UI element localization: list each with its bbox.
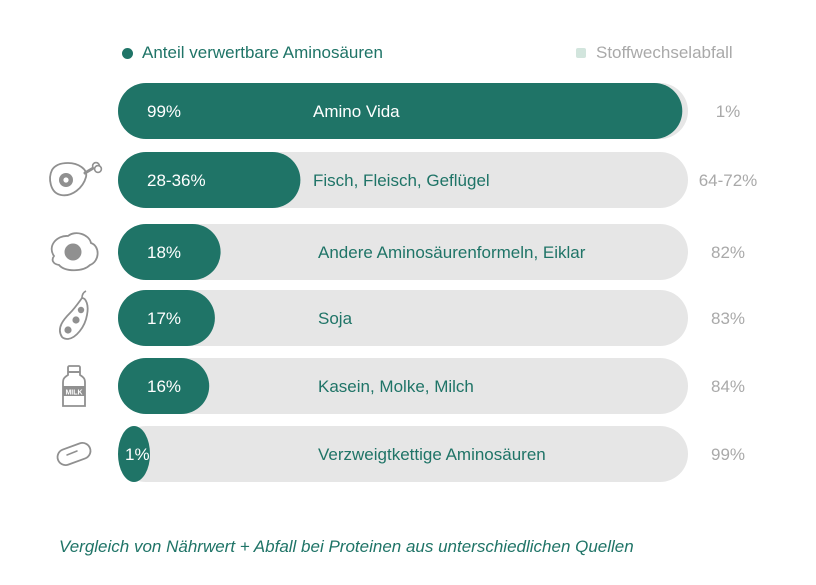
usable-value-label: 1% <box>125 445 150 464</box>
waste-value-label: 64-72% <box>699 171 758 190</box>
usable-value-label: 17% <box>147 309 181 328</box>
milk-bottle-icon: MILK <box>62 365 86 407</box>
legend-swatch-waste <box>576 48 586 58</box>
usable-value-label: 99% <box>147 102 181 121</box>
category-label: Andere Aminosäurenformeln, Eiklar <box>318 243 586 262</box>
category-label: Verzweigtkettige Aminosäuren <box>318 445 546 464</box>
category-label: Amino Vida <box>313 102 400 121</box>
category-label: Soja <box>318 309 353 328</box>
fried-egg-icon <box>50 232 99 272</box>
waste-value-label: 82% <box>711 243 745 262</box>
chart-caption: Vergleich von Nährwert + Abfall bei Prot… <box>59 537 634 556</box>
waste-value-label: 99% <box>711 445 745 464</box>
waste-bar-track <box>118 290 688 346</box>
usable-value-label: 18% <box>147 243 181 262</box>
usable-value-label: 28-36% <box>147 171 206 190</box>
waste-value-label: 84% <box>711 377 745 396</box>
legend-label-usable: Anteil verwertbare Aminosäuren <box>142 43 383 62</box>
usable-bar <box>118 426 150 482</box>
waste-bar-track <box>118 224 688 280</box>
legend-swatch-usable <box>122 47 133 59</box>
svg-text:MILK: MILK <box>65 390 82 397</box>
waste-bar-track <box>118 426 688 482</box>
capsule-icon <box>56 442 92 466</box>
usable-bar <box>118 224 221 280</box>
usable-bar <box>118 290 215 346</box>
category-label: Kasein, Molke, Milch <box>318 377 474 396</box>
ham-leg-icon <box>49 161 103 197</box>
usable-bar <box>118 83 683 139</box>
legend-item-waste: Stoffwechselabfall <box>576 41 733 65</box>
usable-bar <box>118 152 301 208</box>
soybean-pod-icon <box>58 290 89 340</box>
category-label: Fisch, Fleisch, Geflügel <box>313 171 490 190</box>
waste-bar-track <box>118 358 688 414</box>
usable-value-label: 16% <box>147 377 181 396</box>
legend-item-usable: Anteil verwertbare Aminosäuren <box>122 41 383 65</box>
legend-label-waste: Stoffwechselabfall <box>596 43 733 62</box>
usable-bar <box>118 358 210 414</box>
waste-value-label: 1% <box>716 102 741 121</box>
waste-value-label: 83% <box>711 309 745 328</box>
